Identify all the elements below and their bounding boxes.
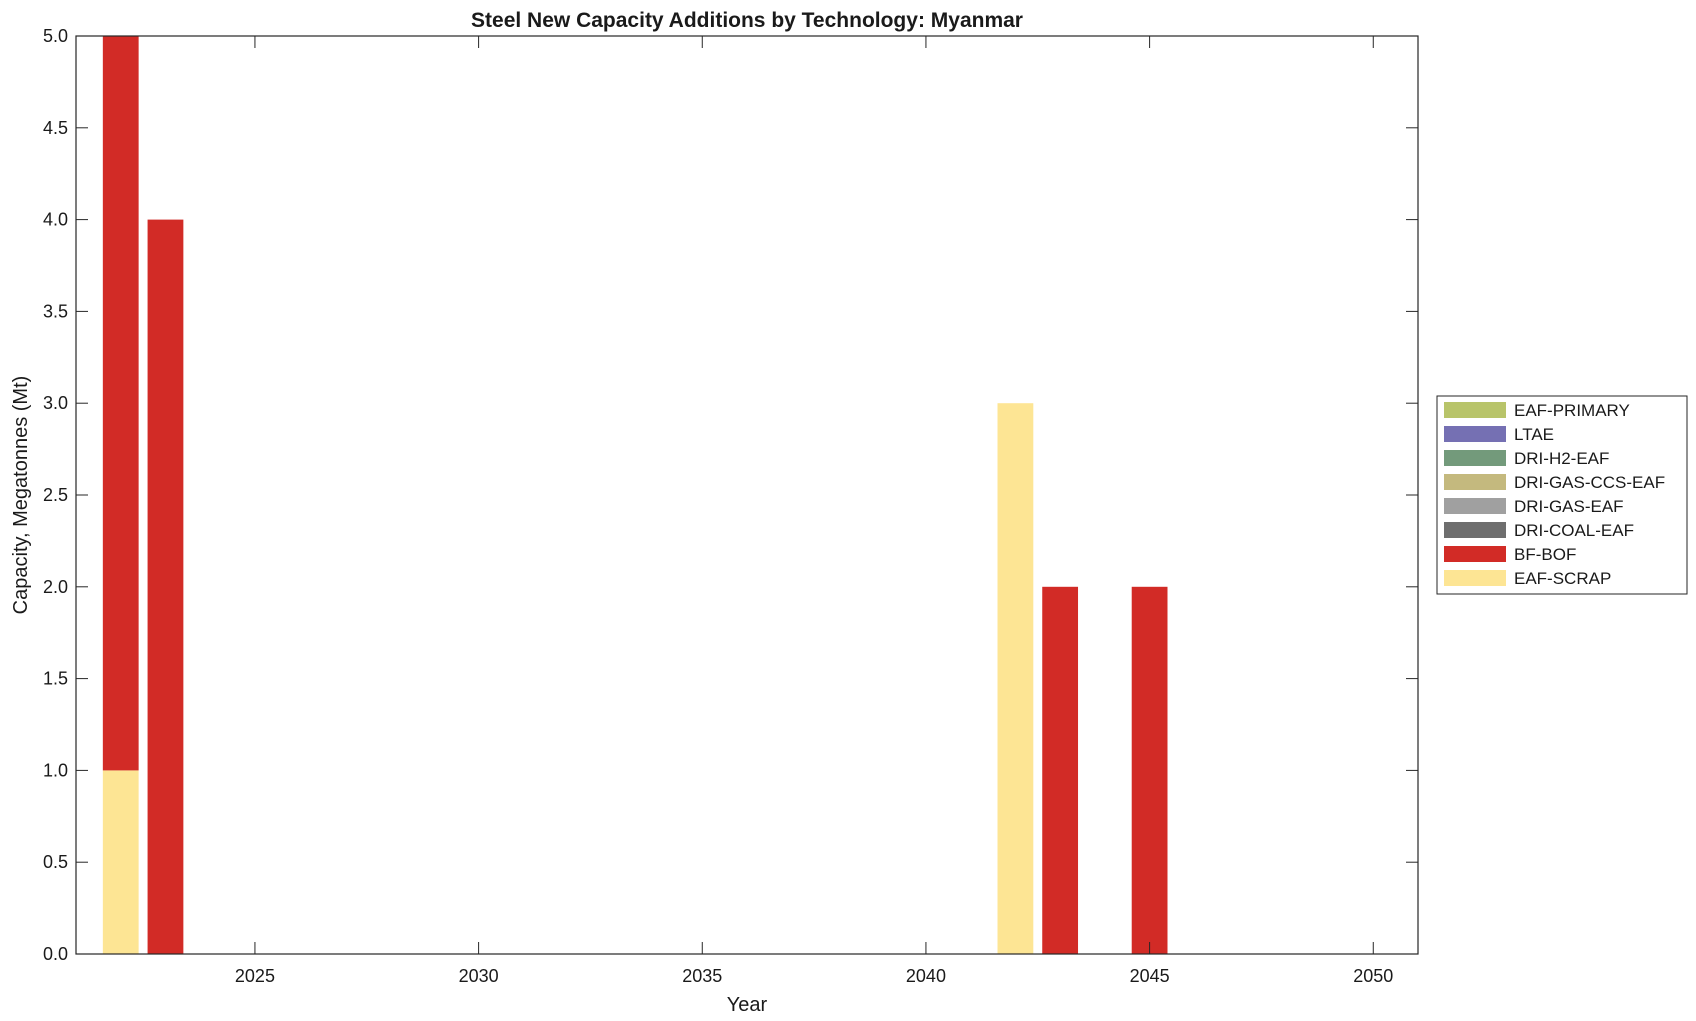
chart-title: Steel New Capacity Additions by Technolo… <box>471 9 1023 32</box>
legend-swatch-ltae <box>1444 426 1506 442</box>
legend-swatch-dri-h2-eaf <box>1444 450 1506 466</box>
plot-frame <box>75 35 1419 955</box>
bar-bf-bof-2045 <box>1131 586 1168 954</box>
legend-box <box>1436 395 1688 595</box>
legend-items: EAF-PRIMARY LTAE DRI-H2-EAF DRI-GAS-CCS-EAF… <box>1444 401 1665 588</box>
legend-swatch-bf-bof <box>1444 546 1506 562</box>
legend-label-dri-gas-eaf: DRI-GAS-EAF <box>1514 497 1624 516</box>
x-tick-label: 2050 <box>1353 966 1393 986</box>
y-tick-label: 1.5 <box>43 669 68 689</box>
bar-eaf-scrap-2042 <box>997 403 1034 954</box>
legend-label-eaf-scrap: EAF-SCRAP <box>1514 569 1611 588</box>
x-tick-label: 2040 <box>906 966 946 986</box>
x-tick-label: 2035 <box>682 966 722 986</box>
y-axis-label: Capacity, Megatonnes (Mt) <box>10 376 32 615</box>
legend-swatch-eaf-primary <box>1444 402 1506 418</box>
legend-label-ltae: LTAE <box>1514 425 1554 444</box>
legend-label-bf-bof: BF-BOF <box>1514 545 1576 564</box>
y-tick-label: 3.5 <box>43 301 68 321</box>
bar-bf-bof-2043 <box>1042 586 1079 954</box>
y-tick-label: 0.0 <box>43 944 68 964</box>
legend-label-dri-gas-ccs-eaf: DRI-GAS-CCS-EAF <box>1514 473 1665 492</box>
y-tick-label: 4.5 <box>43 118 68 138</box>
y-tick-label: 5.0 <box>43 26 68 46</box>
bar-bf-bof-2022 <box>102 36 139 771</box>
bars-layer <box>102 36 1168 955</box>
y-tick-label: 3.0 <box>43 393 68 413</box>
legend: EAF-PRIMARY LTAE DRI-H2-EAF DRI-GAS-CCS-EAF… <box>1436 395 1688 595</box>
y-tick-label: 0.5 <box>43 852 68 872</box>
y-tick-label: 1.0 <box>43 760 68 780</box>
legend-swatch-dri-gas-ccs-eaf <box>1444 474 1506 490</box>
x-tick-label: 2045 <box>1130 966 1170 986</box>
legend-swatch-dri-coal-eaf <box>1444 522 1506 538</box>
legend-label-dri-h2-eaf: DRI-H2-EAF <box>1514 449 1609 468</box>
legend-swatch-dri-gas-eaf <box>1444 498 1506 514</box>
ticks-layer: 0.0 0.5 1.0 1.5 2.0 2.5 3.0 3.5 4.0 4.5 5.0 2025 203… <box>43 26 1418 986</box>
x-tick-label: 2030 <box>459 966 499 986</box>
legend-label-eaf-primary: EAF-PRIMARY <box>1514 401 1630 420</box>
y-tick-label: 2.0 <box>43 577 68 597</box>
y-tick-label: 2.5 <box>43 485 68 505</box>
y-tick-label: 4.0 <box>43 210 68 230</box>
legend-label-dri-coal-eaf: DRI-COAL-EAF <box>1514 521 1634 540</box>
x-tick-label: 2025 <box>235 966 275 986</box>
bar-eaf-scrap-2022 <box>102 770 139 954</box>
bar-bf-bof-2023 <box>147 219 184 955</box>
x-axis-label: Year <box>727 994 768 1016</box>
legend-swatch-eaf-scrap <box>1444 570 1506 586</box>
